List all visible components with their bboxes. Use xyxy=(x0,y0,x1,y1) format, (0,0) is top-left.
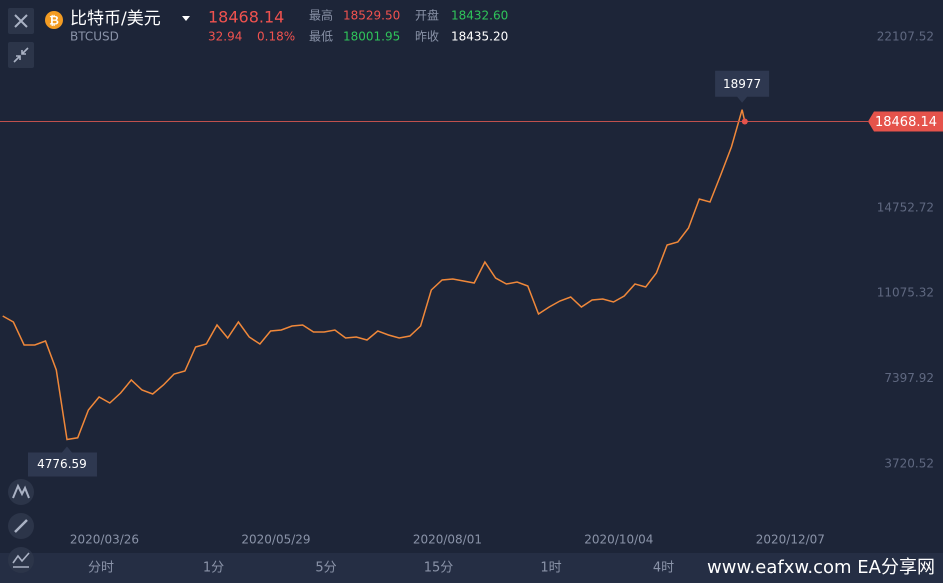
low-tag xyxy=(27,446,97,477)
price-line xyxy=(2,109,746,441)
bitcoin-icon: ₿ xyxy=(45,11,63,29)
timeframe-button[interactable]: 4时 xyxy=(653,561,674,576)
high-label: 最高 xyxy=(309,8,333,23)
y-tick-label: 22107.52 xyxy=(877,30,934,44)
prev-close-label: 昨收 xyxy=(415,30,439,44)
current-point xyxy=(741,118,748,125)
chart-type-button[interactable] xyxy=(8,547,34,573)
shrink-button[interactable] xyxy=(8,42,34,68)
current-price-label: 18468.14 xyxy=(875,115,937,130)
high-label: 18977 xyxy=(723,77,761,91)
low-label: 最低 xyxy=(309,30,333,44)
x-tick-label: 2020/05/29 xyxy=(241,533,310,547)
change-percent: 0.18% xyxy=(257,30,295,44)
timeframe-button[interactable]: 分时 xyxy=(88,561,114,576)
timeframe-button[interactable]: 15分 xyxy=(424,561,454,576)
x-tick-label: 2020/10/04 xyxy=(584,533,653,547)
watermark: www.eafxw.com EA分享网 xyxy=(707,557,935,578)
high-value: 18529.50 xyxy=(343,9,400,23)
timeframe-button[interactable]: 1分 xyxy=(203,561,224,576)
low-label: 4776.59 xyxy=(37,457,87,471)
y-tick-label: 14752.72 xyxy=(877,200,934,214)
high-tag xyxy=(715,70,770,103)
y-tick-label: 3720.52 xyxy=(884,457,934,471)
draw-button[interactable] xyxy=(8,513,34,539)
svg-text:₿: ₿ xyxy=(49,14,59,28)
x-tick-label: 2020/03/26 xyxy=(70,533,139,547)
price: 18468.14 xyxy=(208,8,284,27)
title: 比特币/美元 xyxy=(70,9,161,29)
current-price-tag xyxy=(868,111,943,132)
symbol: BTCUSD xyxy=(70,30,119,44)
timeframe-button[interactable]: 1时 xyxy=(540,561,561,576)
x-tick-label: 2020/08/01 xyxy=(413,533,482,547)
change: 32.94 xyxy=(208,30,242,44)
low-value: 18001.95 xyxy=(343,30,400,44)
open-label: 开盘 xyxy=(415,8,439,23)
timeframe-bar xyxy=(0,553,943,583)
prev-close-value: 18435.20 xyxy=(451,30,508,44)
x-tick-label: 2020/12/07 xyxy=(756,533,825,547)
timeframe-button[interactable]: 5分 xyxy=(315,561,336,576)
y-tick-label: 7397.92 xyxy=(884,371,934,385)
close-button[interactable] xyxy=(8,8,34,34)
dropdown-arrow[interactable] xyxy=(182,16,190,21)
indicator-button[interactable] xyxy=(8,479,34,505)
open-value: 18432.60 xyxy=(451,9,508,23)
y-tick-label: 11075.32 xyxy=(877,286,934,300)
